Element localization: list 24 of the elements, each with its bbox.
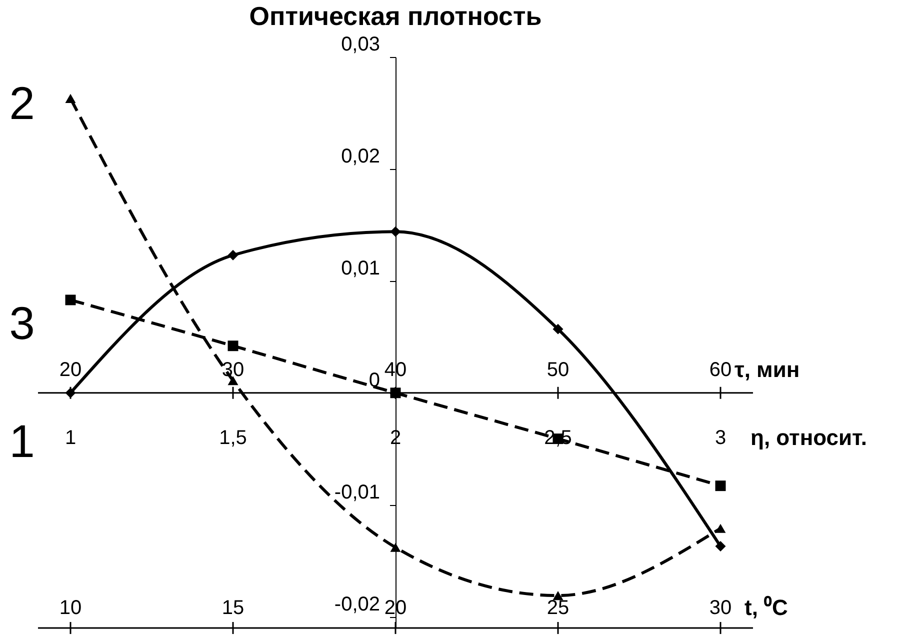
text: 2 (9, 77, 35, 129)
y-tick-label: -0,01 (334, 481, 380, 504)
x-tick-label: 25 (546, 597, 570, 619)
x2-tick-label: 20 (59, 358, 82, 381)
annotation: 1 (64, 426, 76, 449)
x-tick-label: 15 (222, 597, 244, 619)
x2-tick-label: 60 (709, 358, 732, 381)
x-tick-label: 10 (59, 597, 82, 619)
y-tick-label: 0,01 (341, 257, 380, 280)
x-tick-label: 30 (709, 597, 732, 619)
y-tick-label: 0,03 (341, 34, 380, 56)
y-tick-label: 0 (368, 369, 380, 392)
x-axis-title: t, ⁰C (744, 595, 788, 620)
x2-tick-label: 50 (546, 358, 570, 381)
chart-title: Оптическая плотность (249, 1, 542, 31)
text: 1 (9, 415, 35, 467)
annotation: 1,5 (219, 426, 247, 449)
annotation: 3 (714, 426, 726, 449)
x2-axis-title: τ, мин (734, 356, 800, 382)
text: 3 (9, 297, 35, 349)
x2-tick-label: 30 (222, 358, 244, 381)
y-tick-label: 0,02 (341, 145, 380, 168)
y-tick-label: -0,02 (334, 593, 380, 616)
annotation: η, относит. (750, 424, 867, 450)
